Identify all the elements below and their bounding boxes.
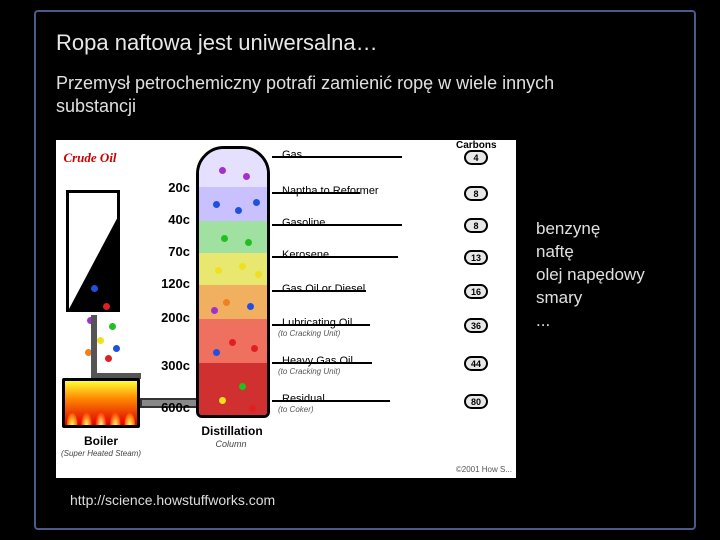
molecule-dot xyxy=(239,263,246,270)
product-text-item: naftę xyxy=(536,241,645,264)
molecule-dot xyxy=(97,337,104,344)
molecule-dot xyxy=(103,303,110,310)
product-row: Gas xyxy=(272,156,402,158)
temperature-label: 40c xyxy=(144,212,190,227)
distillation-column xyxy=(196,146,270,418)
column-band xyxy=(199,253,267,285)
molecule-dot xyxy=(219,397,226,404)
product-row: Residual(to Coker) xyxy=(272,400,390,402)
crude-oil-tank xyxy=(66,190,120,312)
product-row: Lubricating Oil(to Cracking Unit) xyxy=(272,324,370,326)
product-row: Gasoline xyxy=(272,224,402,226)
temperature-label: 300c xyxy=(144,358,190,373)
carbon-count-chip: 8 xyxy=(464,218,488,233)
column-band xyxy=(199,221,267,253)
carbon-count-chip: 4 xyxy=(464,150,488,165)
molecule-dot xyxy=(247,303,254,310)
molecule-dot xyxy=(113,345,120,352)
column-band xyxy=(199,363,267,418)
molecule-dot xyxy=(91,285,98,292)
carbon-count-chip: 36 xyxy=(464,318,488,333)
molecule-dot xyxy=(213,349,220,356)
product-row: Naptha to Reformer xyxy=(272,192,360,194)
molecule-dot xyxy=(245,239,252,246)
product-text-item: benzynę xyxy=(536,218,645,241)
product-name: Gas xyxy=(278,149,302,161)
slide-subtitle: Przemysł petrochemiczny potrafi zamienić… xyxy=(56,72,616,117)
product-text-item: smary xyxy=(536,287,645,310)
product-text-item: ... xyxy=(536,310,645,333)
product-name: Gas Oil or Diesel xyxy=(278,283,365,295)
temperature-label: 120c xyxy=(144,276,190,291)
product-name: Naptha to Reformer xyxy=(278,185,379,197)
product-name: Lubricating Oil(to Cracking Unit) xyxy=(278,317,352,338)
source-url: http://science.howstuffworks.com xyxy=(70,492,275,508)
product-row: Heavy Gas Oil(to Cracking Unit) xyxy=(272,362,372,364)
carbon-count-chip: 8 xyxy=(464,186,488,201)
boiler xyxy=(62,378,140,428)
column-band xyxy=(199,149,267,187)
molecule-dot xyxy=(255,271,262,278)
product-name: Gasoline xyxy=(278,217,325,229)
molecule-dot xyxy=(109,323,116,330)
molecule-dot xyxy=(219,167,226,174)
pipe-vertical xyxy=(91,315,97,375)
product-row: Gas Oil or Diesel xyxy=(272,290,366,292)
product-row: Kerosene xyxy=(272,256,398,258)
molecule-dot xyxy=(211,307,218,314)
column-band xyxy=(199,285,267,319)
molecule-dot xyxy=(215,267,222,274)
crude-oil-fill xyxy=(69,219,117,309)
carbon-count-chip: 80 xyxy=(464,394,488,409)
molecule-dot xyxy=(223,299,230,306)
product-name: Residual(to Coker) xyxy=(278,393,325,414)
column-sublabel: Column xyxy=(196,439,266,449)
carbon-count-chip: 44 xyxy=(464,356,488,371)
temperature-label: 20c xyxy=(144,180,190,195)
molecule-dot xyxy=(243,173,250,180)
products-text-list: benzynęnaftęolej napędowysmary... xyxy=(536,218,645,333)
distillation-diagram: Crude Oil Boiler (Super Heated Steam) Di… xyxy=(56,140,516,478)
molecule-dot xyxy=(251,345,258,352)
boiler-label: Boiler xyxy=(66,434,136,448)
molecule-dot xyxy=(221,235,228,242)
carbon-count-chip: 13 xyxy=(464,250,488,265)
molecule-dot xyxy=(229,339,236,346)
slide-title: Ropa naftowa jest uniwersalna… xyxy=(56,30,378,56)
molecule-dot xyxy=(235,207,242,214)
product-text-item: olej napędowy xyxy=(536,264,645,287)
temperature-label: 600c xyxy=(144,400,190,415)
column-label: Distillation xyxy=(182,424,282,438)
carbon-count-chip: 16 xyxy=(464,284,488,299)
molecule-dot xyxy=(105,355,112,362)
boiler-sublabel: (Super Heated Steam) xyxy=(58,449,144,458)
molecule-dot xyxy=(253,199,260,206)
molecule-dot xyxy=(239,383,246,390)
product-name: Heavy Gas Oil(to Cracking Unit) xyxy=(278,355,353,376)
flames-icon xyxy=(65,381,137,425)
molecule-dot xyxy=(213,201,220,208)
crude-oil-label: Crude Oil xyxy=(62,150,118,166)
temperature-label: 70c xyxy=(144,244,190,259)
diagram-copyright: ©2001 How S... xyxy=(456,465,512,474)
product-name: Kerosene xyxy=(278,249,329,261)
temperature-label: 200c xyxy=(144,310,190,325)
molecule-dot xyxy=(249,405,256,412)
